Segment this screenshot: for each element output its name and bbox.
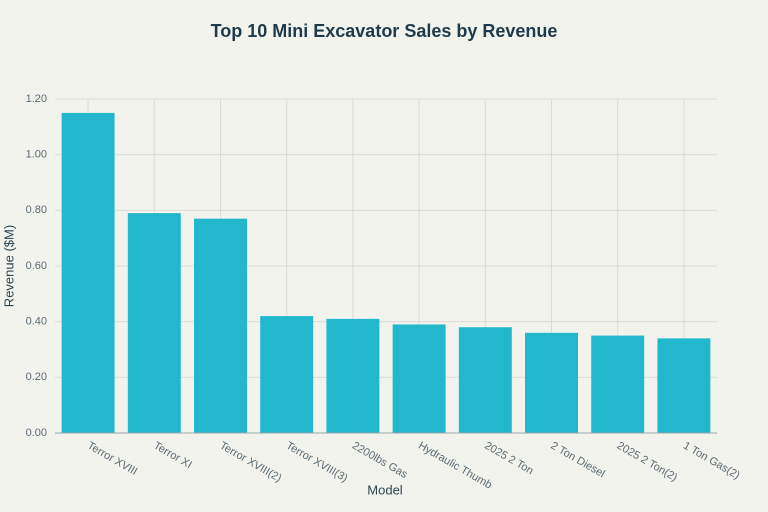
x-tick-label: 2 Ton Diesel xyxy=(549,440,607,481)
bar xyxy=(326,318,380,433)
bar xyxy=(61,112,115,434)
y-tick-label: 1.00 xyxy=(26,149,47,161)
y-tick-label: 0.80 xyxy=(26,204,47,216)
bar xyxy=(458,327,512,433)
bar xyxy=(260,316,314,433)
x-tick-label: Hydraulic Thumb xyxy=(416,440,494,492)
x-tick-label: Terror XVIII xyxy=(85,440,139,478)
y-tick-label: 0.20 xyxy=(26,371,47,383)
y-tick-label: 0.00 xyxy=(26,427,47,439)
x-tick-label: Terror XI xyxy=(151,440,194,471)
x-tick-label: Terror XVIII(3) xyxy=(284,440,350,485)
y-tick-label: 0.60 xyxy=(26,260,47,272)
x-tick-label: 2200lbs Gas xyxy=(350,440,410,482)
y-tick-label: 1.20 xyxy=(26,93,47,105)
bar xyxy=(194,218,247,433)
bar xyxy=(127,213,181,433)
chart-title: Top 10 Mini Excavator Sales by Revenue xyxy=(211,21,558,41)
y-axis-title: Revenue ($M) xyxy=(1,225,16,307)
y-tick-label: 0.40 xyxy=(26,316,47,328)
bar xyxy=(657,338,711,433)
x-tick-label: Terror XVIII(2) xyxy=(218,440,284,485)
x-axis-title: Model xyxy=(367,482,403,497)
x-tick-label: 1 Ton Gas(2) xyxy=(681,440,742,482)
x-tick-label: 2025 2 Ton xyxy=(482,440,535,478)
bar xyxy=(591,335,645,433)
bar xyxy=(392,324,446,433)
bar xyxy=(525,332,578,433)
x-tick-label: 2025 2 Ton(2) xyxy=(615,440,680,484)
